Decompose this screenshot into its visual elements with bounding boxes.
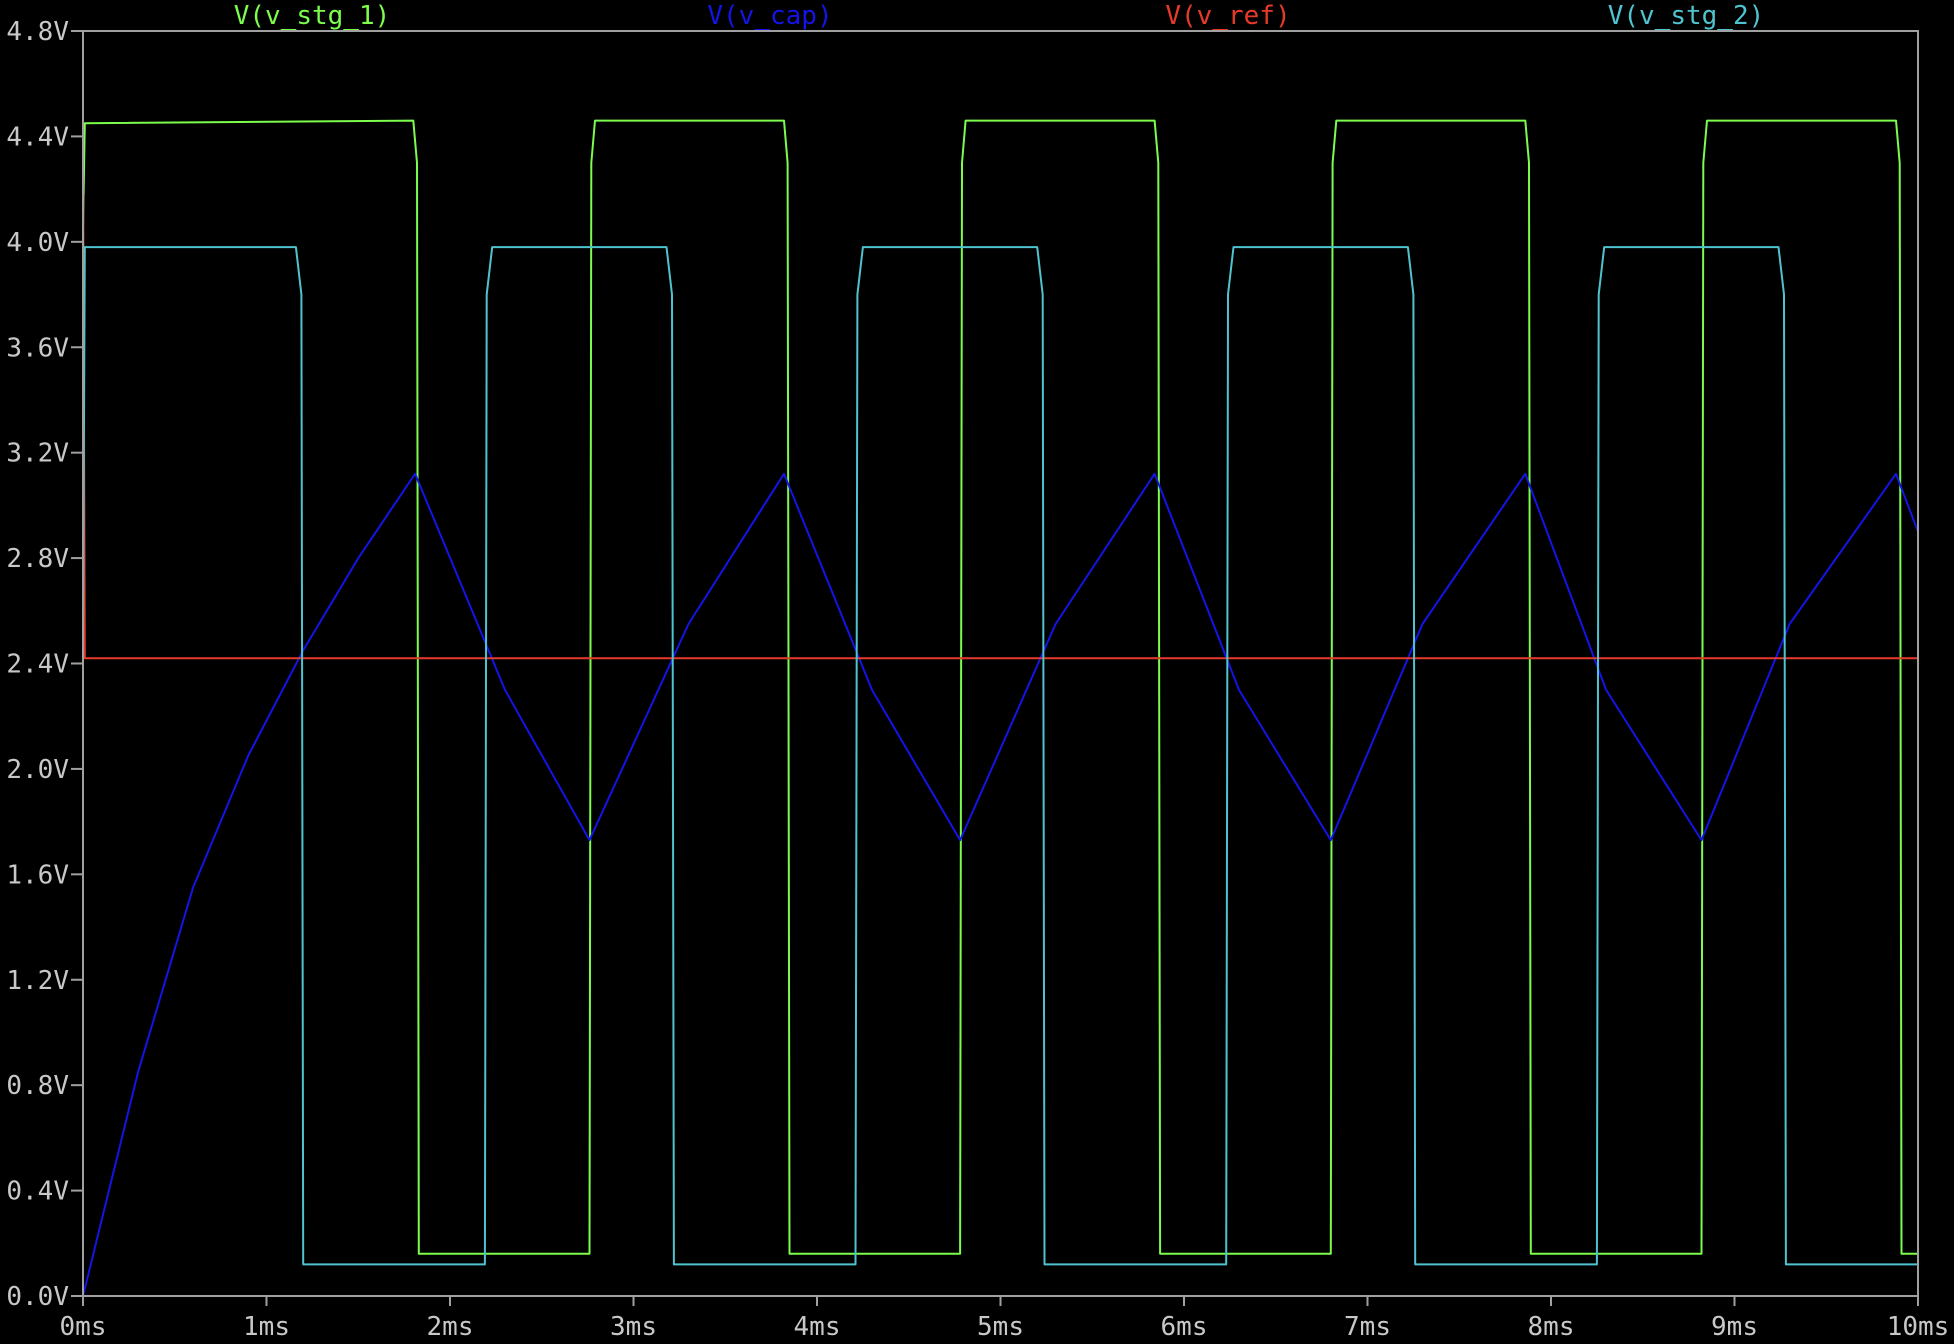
y-tick-label: 3.6V — [6, 333, 69, 363]
y-tick-label: 4.0V — [6, 228, 69, 258]
y-tick-label: 2.0V — [6, 755, 69, 785]
x-tick-label: 5ms — [977, 1312, 1024, 1342]
legend-entry: V(v_ref) — [1165, 1, 1290, 31]
y-tick-label: 1.2V — [6, 966, 69, 996]
x-tick-label: 8ms — [1528, 1312, 1575, 1342]
y-tick-label: 1.6V — [6, 860, 69, 890]
x-tick-label: 3ms — [610, 1312, 657, 1342]
x-tick-label: 7ms — [1344, 1312, 1391, 1342]
legend-entry: V(v_stg_2) — [1608, 1, 1765, 31]
x-tick-label: 6ms — [1161, 1312, 1208, 1342]
y-tick-label: 4.4V — [6, 122, 69, 152]
y-tick-label: 3.2V — [6, 439, 69, 469]
x-tick-label: 1ms — [243, 1312, 290, 1342]
series-line-v-v-stg-1 — [82, 119, 1918, 1255]
x-tick-label: 4ms — [794, 1312, 841, 1342]
y-tick-label: 0.4V — [6, 1177, 69, 1207]
x-tick-label: 0ms — [60, 1312, 107, 1342]
x-tick-label: 9ms — [1711, 1312, 1758, 1342]
y-tick-label: 2.4V — [6, 650, 69, 680]
y-tick-label: 2.8V — [6, 544, 69, 574]
series-line-v-v-stg-2 — [82, 246, 1918, 1266]
legend-entry: V(v_cap) — [707, 1, 832, 31]
x-tick-label: 2ms — [427, 1312, 474, 1342]
series-line-v-v-cap — [82, 472, 1919, 1297]
y-tick-label: 0.8V — [6, 1071, 69, 1101]
y-tick-label: 0.0V — [6, 1282, 69, 1312]
x-tick-label: 10ms — [1887, 1312, 1950, 1342]
axis-layer: 0.0V 0.4V 0.8V 1.2V 1.6V 2.0V 2.4V 2.8V 3.2V 3.6V… — [6, 17, 1949, 1342]
legend: V(v_stg_1) V(v_cap) V(v_ref) V(v_stg_2) — [234, 1, 1765, 31]
y-tick-label: 4.8V — [6, 17, 69, 47]
legend-entry: V(v_stg_1) — [234, 1, 391, 31]
